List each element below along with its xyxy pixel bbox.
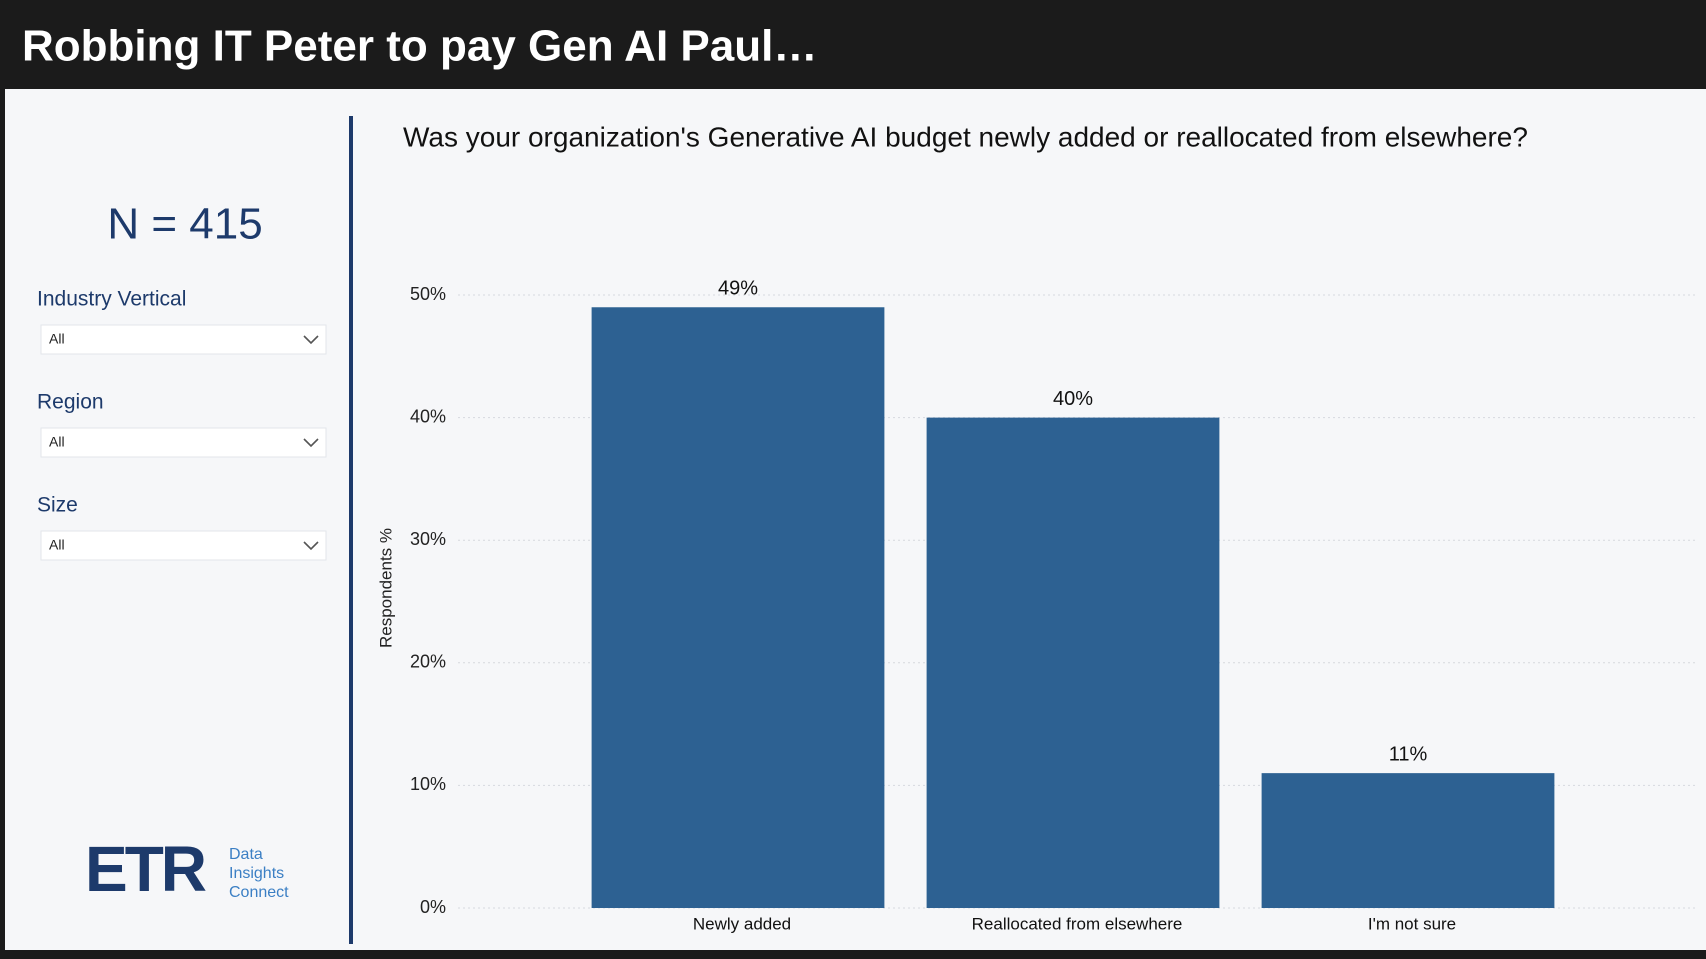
n-label: N = 415 <box>107 200 262 249</box>
x-tick-label: Newly added <box>693 914 791 933</box>
value-label: 49% <box>718 278 758 300</box>
value-label: 40% <box>1053 388 1093 410</box>
dropdown-arrow[interactable] <box>303 438 319 448</box>
bar <box>1261 773 1555 908</box>
y-tick-label: 20% <box>410 652 446 672</box>
y-axis-label: Respondents % <box>376 528 395 648</box>
x-tick-label: I'm not sure <box>1368 914 1456 933</box>
logo-mark: ETR <box>85 833 206 905</box>
header-title: Robbing IT Peter to pay Gen AI Paul… <box>22 22 817 71</box>
dropdown[interactable]: All <box>40 427 327 458</box>
dropdown-arrow[interactable] <box>303 335 319 345</box>
logo-line: Data <box>229 846 263 863</box>
bar <box>591 307 885 908</box>
logo-text: Data Insights Connect <box>229 846 289 901</box>
y-tick-label: 50% <box>410 284 446 304</box>
plot: 0% 10% 20% 30% 40% 50% 49% Newly added 40% Reallo… <box>410 278 1697 933</box>
dropdown-box[interactable] <box>40 324 327 355</box>
y-tick-label: 30% <box>410 529 446 549</box>
value-label: 11% <box>1389 743 1428 765</box>
y-tick-label: 40% <box>410 406 446 426</box>
x-tick-label: Reallocated from elsewhere <box>972 914 1183 933</box>
filters: Industry Vertical All Region All Size All <box>37 288 327 561</box>
logo-line: Connect <box>229 884 289 901</box>
divider <box>349 116 353 944</box>
filter-label: Size <box>37 494 78 517</box>
dropdown-value[interactable]: All <box>49 331 65 347</box>
dropdown-arrow[interactable] <box>303 541 319 551</box>
filter-label: Region <box>37 391 104 414</box>
filter-label: Industry Vertical <box>37 288 186 311</box>
y-tick-label: 10% <box>410 774 446 794</box>
chart-title: Was your organization's Generative AI bu… <box>403 121 1528 152</box>
dropdown-value[interactable]: All <box>49 537 65 553</box>
logo-line: Insights <box>229 865 284 882</box>
bar <box>926 417 1220 908</box>
y-tick-label: 0% <box>420 897 446 917</box>
dropdown-box[interactable] <box>40 427 327 458</box>
dropdown-value[interactable]: All <box>49 434 65 450</box>
dropdown-box[interactable] <box>40 530 327 561</box>
dropdown[interactable]: All <box>40 324 327 355</box>
dropdown[interactable]: All <box>40 530 327 561</box>
